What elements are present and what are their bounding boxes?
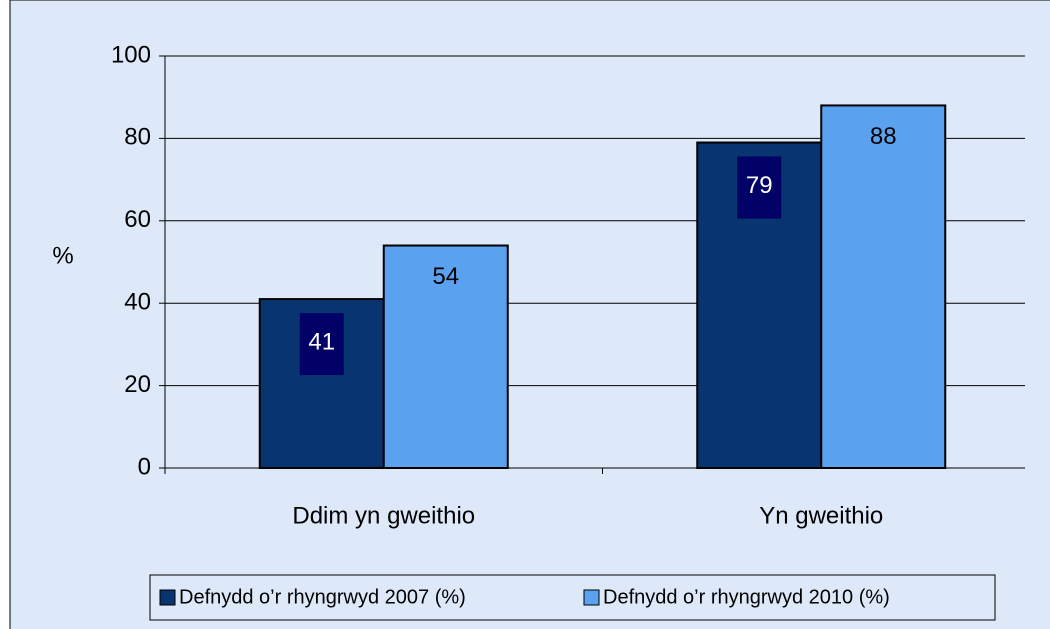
bar: [820, 104, 947, 469]
y-tick-label: 40: [124, 289, 151, 316]
x-tick-label: Yn gweithio: [759, 502, 883, 529]
value-label-box: [299, 313, 344, 376]
legend-box: [149, 574, 996, 621]
y-tick-label: 20: [124, 371, 151, 398]
value-label: 41: [308, 328, 335, 355]
value-label-box: [737, 156, 782, 219]
value-label: 88: [870, 123, 897, 150]
y-tick-label: 0: [138, 453, 151, 480]
y-tick-label: 80: [124, 124, 151, 151]
legend-text: Defnydd o’r rhyngrwyd 2010 (%): [603, 586, 890, 608]
y-axis-label: %: [52, 242, 73, 269]
value-label: 54: [432, 263, 459, 290]
value-label: 79: [746, 172, 773, 199]
y-tick-label: 100: [111, 41, 151, 68]
x-tick-label: Ddim yn gweithio: [292, 502, 475, 529]
y-tick-label: 60: [124, 206, 151, 233]
legend-swatch: [159, 589, 176, 606]
legend-swatch: [583, 589, 600, 606]
legend-text: Defnydd o’r rhyngrwyd 2007 (%): [179, 586, 466, 608]
